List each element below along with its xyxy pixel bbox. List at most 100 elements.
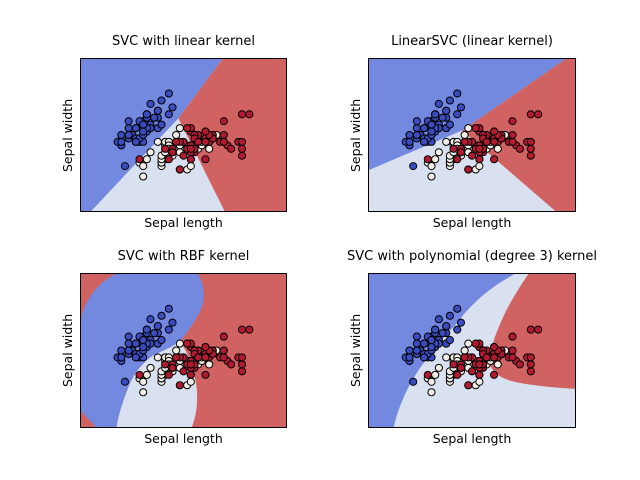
data-point: [172, 137, 181, 146]
data-point: [139, 342, 148, 352]
data-point: [515, 144, 524, 153]
data-point: [453, 304, 462, 313]
data-point: [445, 311, 454, 320]
data-point: [219, 346, 228, 355]
data-point: [427, 120, 436, 129]
data-point: [237, 360, 247, 369]
data-point: [153, 106, 162, 115]
data-point: [508, 117, 517, 126]
data-point: [453, 325, 462, 334]
plot-area: [80, 273, 287, 428]
data-point: [460, 137, 469, 146]
data-point: [445, 335, 454, 345]
data-point: [168, 148, 177, 157]
data-point: [427, 342, 436, 352]
data-point: [153, 322, 162, 331]
subplot-svc-polynomial-kernel: SVC with polynomial (degree 3) kernel Se…: [347, 249, 597, 446]
decision-region-class-2: [178, 59, 286, 211]
subplot-title: LinearSVC (linear kernel): [391, 34, 553, 49]
scatter-layer-class-2: [135, 110, 254, 174]
data-point: [237, 353, 247, 362]
data-point: [142, 110, 151, 119]
data-point: [508, 346, 517, 355]
data-point: [453, 89, 462, 98]
data-point: [526, 325, 535, 334]
data-point: [168, 363, 177, 372]
data-point: [139, 388, 148, 397]
data-point: [412, 124, 421, 133]
x-axis-label: Sepal length: [432, 215, 512, 230]
data-point: [175, 124, 184, 133]
data-point: [412, 130, 421, 140]
data-point: [237, 325, 247, 334]
data-point: [186, 360, 195, 369]
data-point: [164, 304, 173, 313]
data-point: [237, 144, 247, 153]
data-point: [135, 155, 144, 164]
data-point: [150, 329, 159, 338]
scatter-layer-class-0: [113, 89, 177, 171]
data-point: [427, 335, 436, 345]
data-point: [482, 137, 491, 146]
data-point: [493, 144, 502, 153]
data-point: [471, 339, 480, 348]
data-point: [139, 127, 148, 136]
data-point: [183, 124, 192, 133]
data-point: [460, 353, 469, 362]
scatter-layer-class-0: [401, 89, 466, 171]
data-point: [431, 155, 440, 164]
data-point: [186, 370, 195, 379]
data-point: [412, 339, 421, 348]
data-point: [146, 99, 155, 108]
data-point: [420, 124, 429, 133]
data-point: [139, 172, 148, 181]
y-axis-label: Sepal width: [348, 98, 363, 172]
data-point: [475, 370, 484, 379]
data-point: [475, 162, 484, 171]
data-point: [237, 137, 247, 146]
subplot-svc-linear-kernel: SVC with linear kernel Sepal width Sepal…: [60, 34, 287, 230]
data-point: [194, 137, 203, 146]
data-point: [142, 155, 151, 164]
data-point: [427, 127, 436, 136]
data-point: [508, 130, 517, 140]
data-point: [526, 151, 535, 160]
data-point: [201, 155, 210, 164]
data-point: [237, 110, 247, 119]
data-point: [179, 367, 188, 376]
data-point: [475, 377, 484, 386]
data-point: [131, 137, 140, 146]
data-point: [508, 332, 517, 341]
subplot-svc-rbf-kernel: SVC with RBF kernel Sepal width Sepal le…: [60, 249, 287, 446]
data-point: [219, 117, 228, 126]
data-point: [460, 346, 469, 355]
data-point: [526, 137, 535, 146]
data-point: [168, 318, 177, 327]
data-point: [490, 370, 499, 379]
data-point: [409, 377, 418, 386]
data-point: [237, 151, 247, 160]
data-point: [434, 148, 443, 157]
data-point: [227, 360, 236, 369]
data-point: [412, 346, 421, 355]
data-point: [131, 124, 140, 133]
data-point: [464, 339, 473, 348]
data-point: [490, 127, 499, 136]
data-point: [157, 96, 166, 105]
data-point: [434, 99, 443, 108]
data-point: [405, 137, 414, 146]
data-point: [475, 144, 484, 153]
data-point: [227, 144, 236, 153]
data-point: [431, 325, 440, 334]
data-point: [427, 377, 436, 386]
decision-region-class-2: [462, 59, 575, 211]
data-point: [139, 335, 148, 345]
scatter-layer-class-2: [423, 110, 543, 174]
subplot-title: SVC with RBF kernel: [117, 249, 250, 264]
data-point: [475, 360, 484, 369]
data-point: [420, 339, 429, 348]
data-point: [117, 130, 126, 140]
data-point: [205, 360, 214, 369]
data-point: [153, 137, 162, 146]
data-point: [427, 388, 436, 397]
